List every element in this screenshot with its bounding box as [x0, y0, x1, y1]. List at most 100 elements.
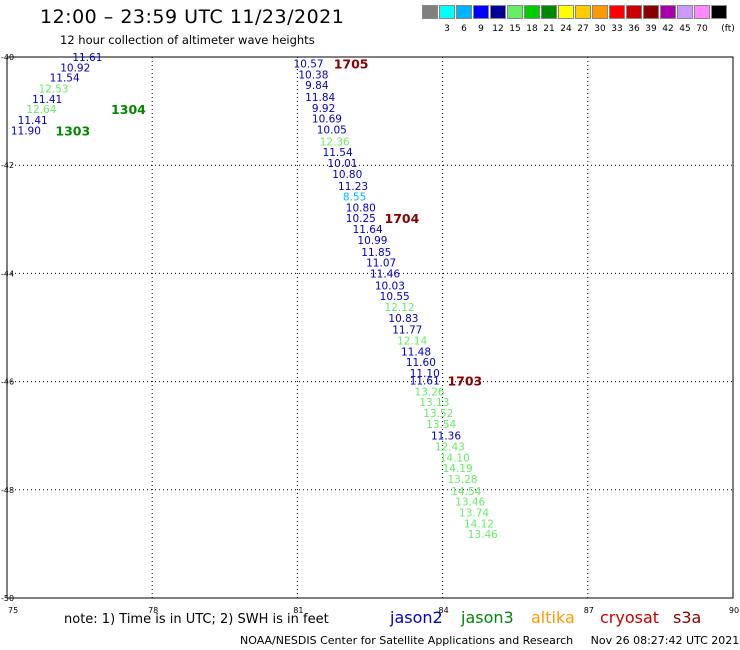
wave-height-label: 11.48 [401, 346, 431, 358]
legend-label: 18 [526, 24, 538, 34]
legend-unit: (ft) [721, 24, 735, 34]
wave-height-label: 10.83 [388, 313, 418, 325]
pass-time-label: 1704 [385, 211, 420, 226]
legend-label: 15 [509, 24, 521, 34]
legend-swatch [694, 5, 710, 19]
pass-time-label: 1303 [55, 124, 90, 139]
wave-height-label: 11.77 [392, 325, 422, 337]
wave-height-label: 12.43 [435, 442, 465, 454]
legend-label: 33 [611, 24, 623, 34]
wave-height-label: 10.01 [327, 158, 357, 170]
wave-height-label: 11.41 [32, 94, 62, 106]
axes [6, 56, 734, 599]
note-text: note: 1) Time is in UTC; 2) SWH is in fe… [64, 612, 329, 627]
y-tick-label: -42 [1, 161, 14, 170]
wave-height-label: 10.80 [346, 202, 376, 214]
legend-swatch [439, 5, 455, 19]
plot-frame [6, 56, 734, 599]
wave-height-label: 10.25 [346, 213, 376, 225]
legend-label: 42 [662, 24, 674, 34]
wave-height-label: 11.46 [370, 268, 400, 280]
wave-height-label: 14.54 [451, 486, 481, 498]
tick-labels: 75 78 81 84 87 90 -40 -42 -44 -46 -48 -50 [1, 53, 739, 615]
x-tick-label: 75 [8, 606, 18, 615]
chart-subtitle: 12 hour collection of altimeter wave hei… [60, 33, 315, 47]
y-tick-label: -50 [1, 594, 14, 603]
wave-height-label: 13.74 [459, 508, 489, 520]
wave-height-label: 10.80 [332, 169, 362, 181]
wave-height-label: 11.23 [338, 181, 368, 193]
wave-height-label: 10.05 [317, 124, 347, 136]
legend-swatch [541, 5, 557, 19]
sat-s3a: s3a [673, 608, 702, 627]
wave-height-label: 10.92 [60, 62, 90, 74]
legend-swatch [558, 5, 574, 19]
legend-swatch [524, 5, 540, 19]
legend-label: 21 [543, 24, 555, 34]
legend-label: 39 [645, 24, 657, 34]
y-tick-label: -48 [1, 486, 14, 495]
legend-swatch [711, 5, 727, 19]
wave-height-label: 11.85 [361, 247, 391, 259]
pass-time-label: 1304 [111, 102, 146, 117]
grid-lines [6, 56, 734, 599]
wave-height-label: 14.10 [440, 452, 470, 464]
y-tick-label: -40 [1, 53, 14, 62]
wave-height-label: 8.55 [343, 192, 366, 204]
legend-label: 9 [478, 24, 484, 34]
legend-label: 30 [594, 24, 606, 34]
wave-height-label: 13.46 [468, 529, 498, 541]
legend-swatch [473, 5, 489, 19]
wave-height-label: 12.53 [38, 83, 68, 95]
wave-height-label: 10.57 [294, 58, 324, 70]
legend-swatch [456, 5, 472, 19]
wave-height-label: 10.99 [357, 235, 387, 247]
wave-height-label: 11.60 [406, 357, 436, 369]
legend-swatch [575, 5, 591, 19]
sat-jason2: jason2 [390, 608, 443, 627]
wave-height-label: 11.10 [410, 368, 440, 380]
legend-swatch [507, 5, 523, 19]
wave-height-label: 9.84 [305, 80, 329, 92]
wave-height-label: 11.36 [431, 431, 461, 443]
wave-height-label: 13.52 [423, 408, 453, 420]
wave-height-label: 11.84 [305, 92, 335, 104]
legend-label: 27 [577, 24, 589, 34]
wave-height-label: 13.28 [447, 474, 477, 486]
wave-height-label: 13.46 [455, 497, 485, 509]
wave-height-label: 11.41 [18, 115, 48, 127]
wave-height-label: 14.12 [464, 518, 494, 530]
y-tick-label: -44 [1, 269, 14, 278]
legend-swatch [592, 5, 608, 19]
legend-label: 36 [628, 24, 640, 34]
legend-swatch [677, 5, 693, 19]
wave-height-label: 14.19 [443, 463, 473, 475]
wave-height-label: 10.38 [298, 69, 328, 81]
wave-height-label: 11.61 [410, 376, 440, 388]
legend-swatch [490, 5, 506, 19]
wave-height-label: 11.54 [50, 73, 80, 85]
wave-height-label: 11.61 [72, 52, 102, 64]
wave-height-label: 11.90 [11, 126, 41, 138]
x-tick-label: 90 [729, 606, 739, 615]
page-title: 12:00 – 23:59 UTC 11/23/2021 [40, 6, 345, 28]
wave-height-label: 11.54 [323, 147, 353, 159]
wave-height-label: 9.92 [312, 103, 335, 115]
legend-label: 3 [444, 24, 450, 34]
data-labels: 11.6110.9211.5412.5311.4112.6411.4111.90… [11, 52, 498, 541]
legend-label: 12 [492, 24, 504, 34]
y-tick-label: -46 [1, 378, 14, 387]
wave-height-label: 10.55 [380, 291, 410, 303]
wave-height-label: 13.26 [415, 386, 445, 398]
x-tick-label: 81 [293, 606, 303, 615]
wave-height-label: 10.03 [375, 280, 405, 292]
sat-cryosat: cryosat [600, 608, 660, 627]
pass-time-label: 1705 [334, 56, 369, 71]
pass-time-label: 1703 [447, 374, 482, 389]
legend-label: 6 [461, 24, 467, 34]
wave-height-label: 13.54 [426, 419, 456, 431]
wave-height-label: 12.64 [26, 104, 56, 116]
wave-height-label: 10.69 [312, 114, 342, 126]
wave-height-label: 12.12 [385, 302, 415, 314]
